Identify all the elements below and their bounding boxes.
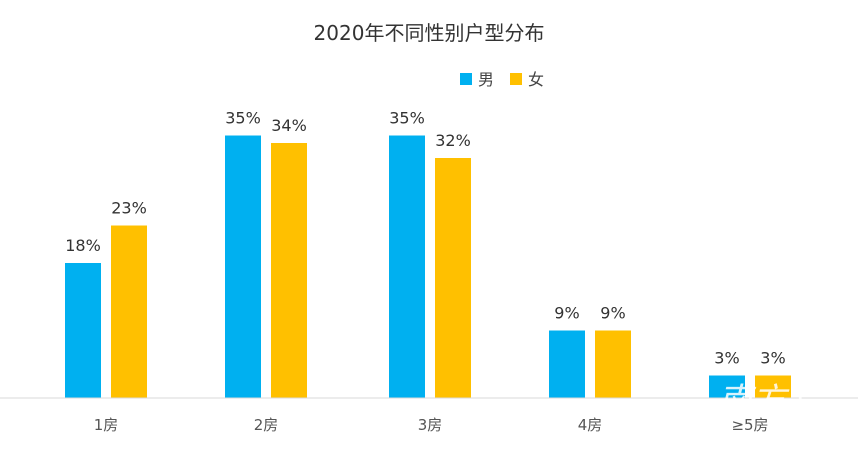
data-label-male-4: 9% [554,304,579,323]
bars-group [65,135,791,398]
legend-label-female: 女 [528,70,544,89]
x-tick-label-4: 4房 [578,416,603,434]
bar-male-3 [389,135,425,398]
data-label-female-5: 3% [760,349,785,368]
legend: 男 女 [460,70,544,89]
bar-female-1 [111,225,147,398]
data-label-male-3: 35% [389,109,425,128]
data-label-male-2: 35% [225,109,261,128]
bar-male-4 [549,330,585,398]
bar-female-3 [435,158,471,398]
data-labels-group: 18% 23% 35% 34% 35% 32% 9% 9% 3% 3% [65,109,785,368]
x-tick-label-1: 1房 [94,416,119,434]
data-label-male-1: 18% [65,236,101,255]
bar-male-1 [65,263,101,398]
data-label-female-4: 9% [600,304,625,323]
bar-female-2 [271,143,307,398]
legend-label-male: 男 [478,70,494,89]
data-label-female-1: 23% [111,199,147,218]
bar-male-5 [709,375,745,398]
chart-title: 2020年不同性别户型分布 [314,21,545,45]
bar-male-2 [225,135,261,398]
data-label-male-5: 3% [714,349,739,368]
bar-female-4 [595,330,631,398]
legend-swatch-male [460,73,472,85]
data-label-female-2: 34% [271,116,307,135]
x-tick-label-5: ≥5房 [731,416,768,434]
legend-swatch-female [510,73,522,85]
data-label-female-3: 32% [435,131,471,150]
x-axis-ticks: 1房 2房 3房 4房 ≥5房 [94,416,769,434]
x-tick-label-3: 3房 [418,416,443,434]
bar-female-5 [755,375,791,398]
x-tick-label-2: 2房 [254,416,279,434]
watermark-logo: 南方+ [718,381,815,421]
